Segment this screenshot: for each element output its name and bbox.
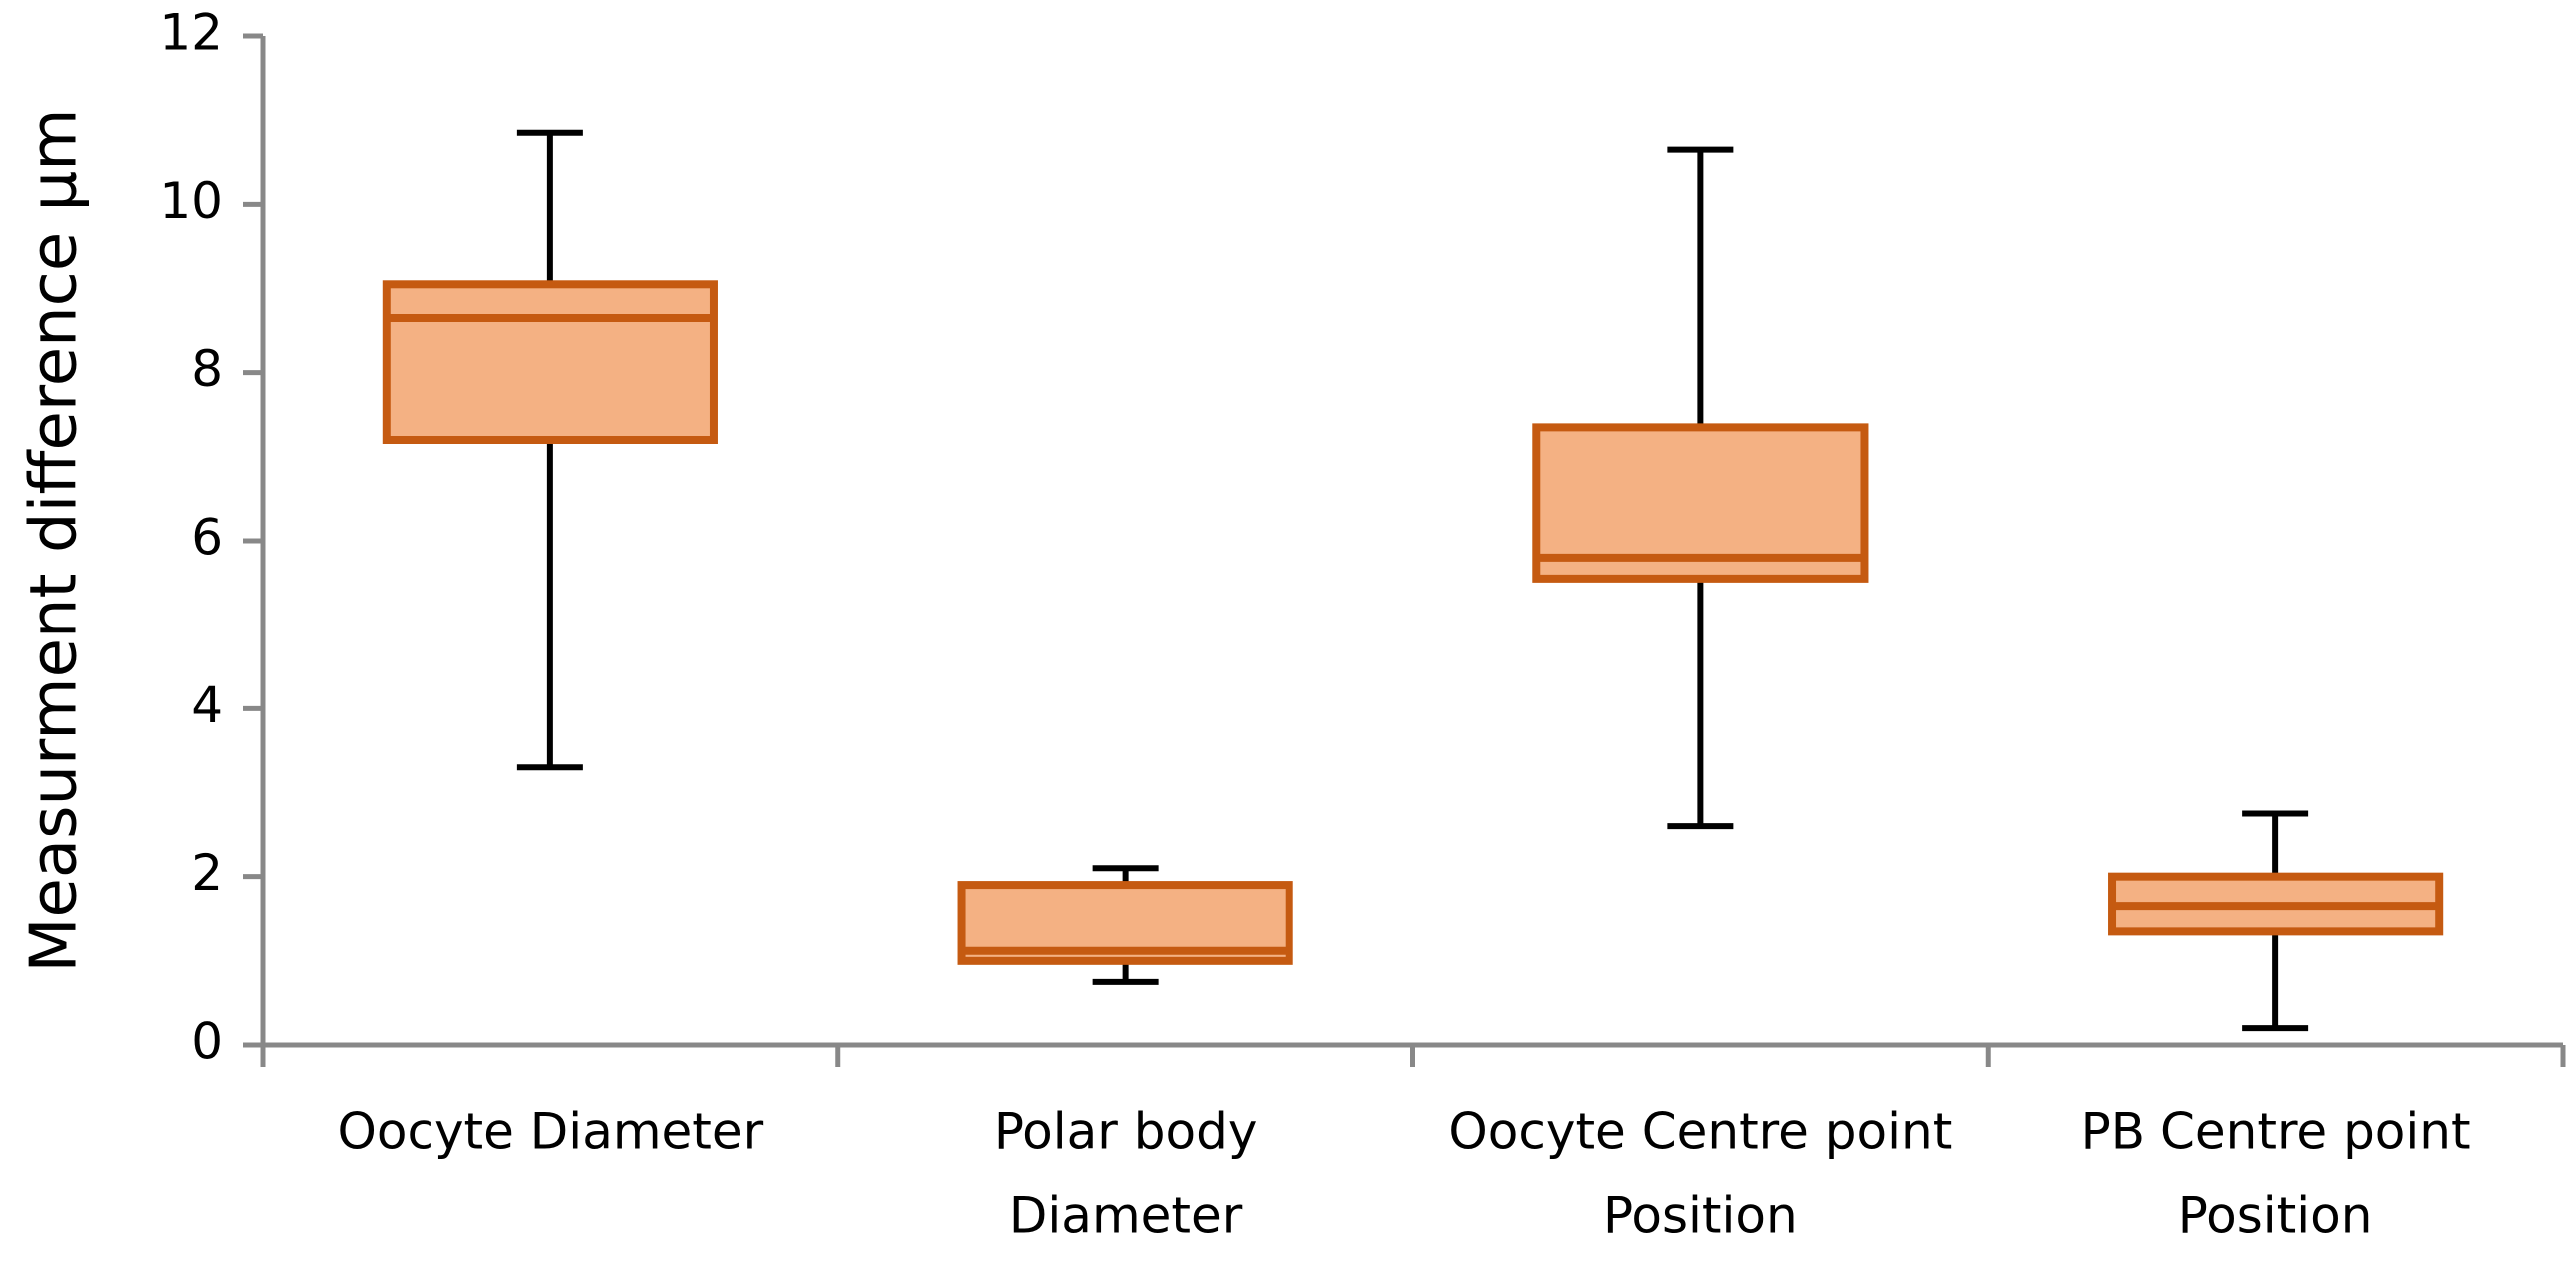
- x-tick-label: Diameter: [1009, 1187, 1243, 1245]
- x-tick-label: Polar body: [994, 1103, 1258, 1161]
- x-tick-label: Position: [2178, 1187, 2373, 1245]
- y-tick-label: 10: [159, 172, 223, 230]
- x-tick-label: Position: [1603, 1187, 1798, 1245]
- x-tick-label: Oocyte Diameter: [338, 1103, 764, 1161]
- y-tick-label: 2: [191, 844, 223, 902]
- box: [382, 280, 718, 444]
- y-tick-label: 8: [191, 340, 223, 398]
- box: [1532, 423, 1869, 583]
- x-tick-label: PB Centre point: [2081, 1103, 2471, 1161]
- x-tick-label: Oocyte Centre point: [1448, 1103, 1952, 1161]
- y-axis-label: Measurment difference µm: [18, 108, 92, 972]
- y-tick-label: 4: [191, 676, 223, 734]
- y-tick-label: 0: [191, 1013, 223, 1071]
- y-tick-label: 6: [191, 509, 223, 567]
- y-tick-label: 12: [159, 4, 223, 62]
